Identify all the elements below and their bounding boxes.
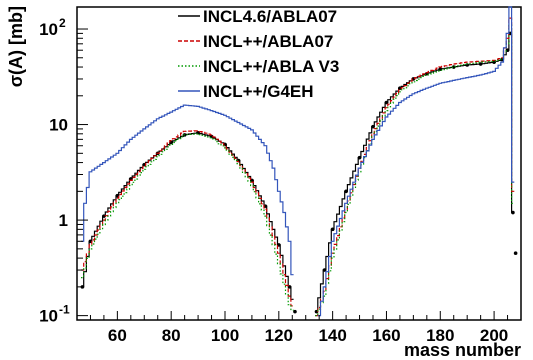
x-tick-label: 160 — [372, 326, 400, 345]
series-line-1-heavy — [315, 33, 514, 311]
y-tick-label: 1 — [59, 211, 68, 230]
y-tick-label: 10 — [39, 20, 58, 39]
data-point — [293, 310, 297, 314]
x-tick-label: 140 — [318, 326, 346, 345]
series-line-3-heavy — [315, 25, 514, 316]
data-point — [371, 125, 375, 129]
x-tick-label: 80 — [162, 326, 181, 345]
legend-label: INCL++/ABLA V3 — [203, 57, 339, 76]
data-point — [331, 228, 335, 232]
legend-label: INCL4.6/ABLA07 — [203, 7, 337, 26]
x-tick-label: 100 — [211, 326, 239, 345]
series-line-1-fragment — [81, 133, 294, 299]
x-tick-label: 120 — [265, 326, 293, 345]
legend: INCL4.6/ABLA07 INCL++/ABLA07 INCL++/ABLA V… — [178, 7, 339, 101]
data-point — [511, 211, 515, 215]
data-point — [514, 251, 518, 255]
y-tick-exponent: 2 — [59, 16, 66, 30]
series-line-4-fragment — [81, 105, 294, 275]
legend-label: INCL++/ABLA07 — [203, 32, 333, 51]
y-tick-exponent: -1 — [59, 303, 70, 317]
y-tick-label: 10 — [39, 307, 58, 326]
series-line-4-heavy — [318, 7, 515, 316]
data-point — [344, 190, 348, 194]
series-layer — [81, 7, 518, 316]
y-tick-label: 10 — [49, 116, 68, 135]
data-point — [358, 156, 362, 160]
x-tick-label: 60 — [108, 326, 127, 345]
x-axis-title: mass number — [404, 340, 521, 360]
series-line-3-fragment — [81, 134, 294, 310]
y-axis-title: σ(A) [mb] — [6, 6, 26, 87]
legend-label: INCL++/G4EH — [203, 82, 314, 101]
